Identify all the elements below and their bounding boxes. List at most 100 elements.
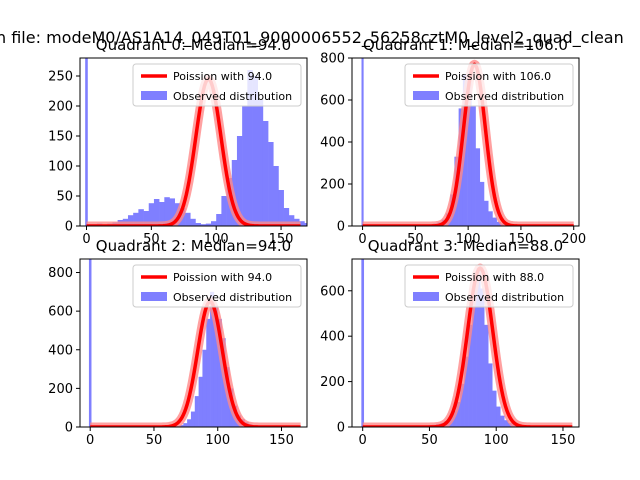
hist-bar-zero: [85, 58, 88, 226]
x-tick-label: 50: [407, 232, 424, 247]
y-tick-label: 150: [48, 130, 73, 145]
hist-bar: [252, 76, 259, 226]
hist-bar-zero: [361, 259, 365, 427]
legend-label-poisson: Poission with 88.0: [445, 271, 544, 284]
hist-bar: [206, 318, 211, 427]
hist-bar: [464, 356, 469, 427]
hist-bar: [299, 221, 305, 226]
y-tick-label: 200: [48, 382, 73, 397]
hist-bar: [221, 196, 227, 226]
subplot-quadrant-3: 0 50 100 150 0 200 400 600 Quadrant 3: Median=88…: [320, 237, 580, 448]
hist-bar: [242, 106, 248, 226]
hist-bar: [310, 224, 315, 226]
hist-bar: [169, 198, 175, 226]
legend-box: [132, 264, 302, 308]
hist-bar: [262, 121, 269, 226]
subplot-title: Quadrant 3: Median=88.0: [368, 237, 563, 255]
axes-frame: [79, 57, 308, 227]
hist-bar: [257, 100, 264, 226]
hist-bar: [247, 70, 253, 226]
x-tick-label: 150: [551, 433, 576, 448]
y-tick-label: 400: [320, 330, 345, 345]
y-tick-label: 200: [320, 178, 345, 193]
legend-box: [132, 63, 302, 107]
y-tick-label: 800: [48, 266, 73, 281]
y-tick-label: 600: [48, 305, 73, 320]
x-tick-label: 100: [204, 232, 229, 247]
hist-bar: [159, 202, 165, 226]
y-tick-label: 600: [320, 94, 345, 109]
hist-bar: [488, 211, 493, 226]
hist-bar: [127, 215, 134, 226]
legend-label-observed: Observed distribution: [445, 291, 564, 304]
hist-bar: [500, 415, 505, 427]
hist-bar: [213, 305, 219, 427]
axes-frame: [351, 258, 580, 428]
hist-bar: [268, 142, 274, 226]
hist-bar: [211, 221, 217, 226]
legend-box: [404, 63, 574, 107]
legend-swatch-observed: [413, 292, 439, 301]
y-tick-label: 0: [337, 220, 345, 235]
hist-bar: [202, 349, 207, 427]
hist-bar: [205, 223, 212, 226]
y-tick-label: 0: [337, 421, 345, 436]
hist-bar: [210, 291, 215, 427]
hist-bar-zero: [361, 58, 364, 226]
hist-bar: [143, 211, 150, 226]
x-tick-label: 200: [561, 232, 586, 247]
x-tick-label: 50: [146, 433, 163, 448]
hist-bar: [153, 199, 160, 226]
x-tick-label: 150: [269, 433, 294, 448]
hist-bar: [179, 425, 184, 427]
hist-bar: [492, 390, 497, 427]
legend-label-observed: Observed distribution: [445, 90, 564, 103]
hist-bar: [236, 136, 243, 226]
hist-bar: [456, 402, 461, 427]
hist-bar: [504, 420, 509, 427]
subplot-title: Quadrant 0: Median=94.0: [96, 36, 291, 54]
x-tick-label: 0: [358, 232, 366, 247]
hist-bar: [183, 423, 188, 427]
x-tick-label: 0: [86, 433, 94, 448]
x-tick-label: 100: [484, 433, 509, 448]
hist-bar: [164, 197, 170, 226]
hist-bar: [187, 419, 192, 427]
hist-bar: [315, 225, 320, 226]
y-tick-label: 800: [320, 52, 345, 67]
legend-swatch-observed: [141, 292, 167, 301]
hist-bar: [190, 411, 196, 427]
hist-bar: [138, 209, 144, 226]
x-tick-label: 50: [143, 232, 160, 247]
subplot-quadrant-0: 0 50 100 150 0 50 100 150 200 250 Quadrant 0: Medi…: [48, 36, 325, 247]
legend-box: [404, 264, 574, 308]
legend-label-poisson: Poission with 94.0: [173, 271, 272, 284]
hist-bar: [304, 223, 307, 226]
hist-bar: [194, 396, 199, 427]
hist-bar: [320, 225, 325, 226]
hist-bar: [278, 190, 284, 226]
hist-bar: [483, 200, 489, 226]
y-tick-label: 200: [320, 375, 345, 390]
hist-bar: [198, 376, 203, 427]
hist-bar: [288, 215, 295, 226]
subplot-grid: 0 50 100 150 0 50 100 150 200 250 Quadrant 0: Medi…: [48, 36, 586, 448]
hist-bar: [133, 212, 139, 226]
x-tick-label: 150: [269, 232, 294, 247]
hist-bar: [476, 268, 481, 427]
y-tick-label: 50: [56, 190, 73, 205]
y-tick-label: 250: [48, 70, 73, 85]
y-tick-label: 200: [48, 100, 73, 115]
x-tick-label: 0: [82, 232, 90, 247]
x-tick-label: 100: [205, 433, 230, 448]
subplot-quadrant-1: 0 50 100 150 200 0 200 400 600 800 Quadrant 1: Med…: [320, 36, 586, 247]
legend-label-observed: Observed distribution: [173, 291, 292, 304]
legend-swatch-observed: [141, 91, 167, 100]
x-tick-label: 50: [421, 433, 438, 448]
x-tick-label: 150: [509, 232, 534, 247]
hist-bar: [484, 324, 489, 427]
hist-bar: [216, 214, 222, 226]
subplot-title: Quadrant 2: Median=94.0: [96, 237, 291, 255]
y-tick-label: 0: [65, 421, 73, 436]
